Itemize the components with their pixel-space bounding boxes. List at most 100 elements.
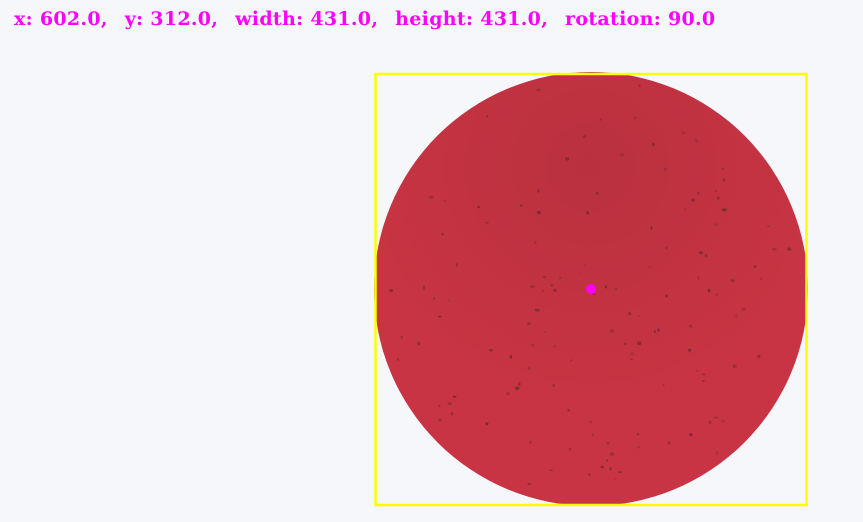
speckle — [506, 391, 511, 396]
speckle — [588, 473, 591, 477]
speckle — [486, 115, 489, 118]
speckle — [549, 469, 553, 472]
speckle — [588, 421, 593, 424]
speckle — [543, 331, 547, 334]
speckle — [441, 232, 444, 236]
speckle — [552, 384, 556, 387]
speckle — [437, 315, 442, 318]
speckle — [518, 382, 521, 386]
y-value: 312.0, — [150, 8, 219, 30]
speckle — [701, 373, 706, 376]
speckle — [559, 276, 562, 280]
speckle — [531, 344, 534, 347]
speckle — [451, 412, 454, 416]
speckle — [537, 188, 540, 193]
speckle — [389, 289, 393, 292]
speckle — [652, 142, 655, 147]
speckle — [628, 312, 632, 316]
speckle — [564, 157, 570, 161]
speckle — [542, 275, 546, 278]
speckle — [604, 285, 607, 289]
speckle — [599, 118, 602, 121]
speckle — [579, 272, 582, 275]
speckle — [623, 342, 627, 346]
speckle — [438, 404, 441, 408]
speckle — [534, 308, 540, 312]
speckle — [536, 88, 541, 92]
width-value: 431.0, — [310, 8, 379, 30]
speckle — [701, 380, 705, 382]
speckle — [400, 335, 403, 339]
speckle — [630, 357, 633, 361]
speckle — [423, 285, 425, 290]
speckle — [447, 402, 452, 406]
disc-speckles — [389, 84, 792, 485]
speckle — [694, 138, 699, 143]
speckle — [477, 205, 480, 209]
transform-readout: x: 602.0, y: 312.0, width: 431.0, height… — [14, 8, 715, 30]
speckle — [691, 198, 695, 202]
rotation-label: rotation: — [565, 8, 662, 30]
bounding-box[interactable] — [374, 72, 808, 507]
width-label: width: — [235, 8, 304, 30]
speckle — [600, 465, 604, 469]
speckle — [618, 471, 623, 474]
speckle — [735, 314, 739, 318]
speckle — [741, 307, 746, 312]
speckle — [553, 288, 557, 292]
speckle — [662, 384, 665, 387]
speckle — [715, 293, 719, 296]
speckle — [552, 345, 557, 348]
speckle — [615, 287, 617, 290]
speckle — [586, 211, 589, 215]
speckle — [443, 199, 447, 202]
height-label: height: — [395, 8, 474, 30]
rotation-value: 90.0 — [667, 8, 716, 30]
speckle — [519, 204, 523, 207]
speckle — [609, 329, 615, 333]
center-marker[interactable] — [586, 284, 596, 294]
speckle — [527, 366, 531, 371]
speckle — [697, 276, 700, 280]
speckle — [665, 246, 668, 250]
speckle — [620, 153, 624, 157]
speckle — [654, 330, 656, 334]
speckle — [570, 359, 573, 362]
speckle — [630, 352, 635, 356]
speckle — [485, 221, 489, 224]
speckle — [592, 434, 594, 436]
speckle — [704, 254, 708, 258]
speckle — [698, 251, 704, 255]
speckle — [648, 266, 652, 268]
speckle — [637, 446, 640, 449]
speckle — [665, 294, 668, 298]
speckle — [714, 190, 717, 193]
speckle — [657, 328, 660, 332]
speckle — [636, 433, 640, 435]
speckle — [757, 354, 761, 358]
speckle — [638, 84, 641, 88]
speckle — [716, 196, 720, 200]
speckle — [582, 135, 587, 139]
speckle — [536, 210, 542, 215]
speckle — [509, 354, 513, 359]
speckle — [514, 386, 520, 391]
y-label: y: — [124, 8, 144, 30]
speckle — [485, 422, 489, 426]
speckle — [708, 420, 712, 425]
speckle — [606, 458, 609, 462]
speckle — [529, 440, 532, 444]
speckle — [637, 341, 642, 346]
speckle — [488, 348, 493, 352]
speckle — [760, 277, 763, 281]
speckle — [527, 483, 532, 485]
speckle — [550, 284, 554, 287]
speckle — [732, 364, 737, 368]
speckle — [721, 420, 726, 423]
speckle — [592, 293, 596, 296]
speckle — [683, 208, 687, 211]
speckle — [722, 167, 724, 171]
speckle — [688, 433, 693, 437]
speckle — [455, 263, 458, 267]
